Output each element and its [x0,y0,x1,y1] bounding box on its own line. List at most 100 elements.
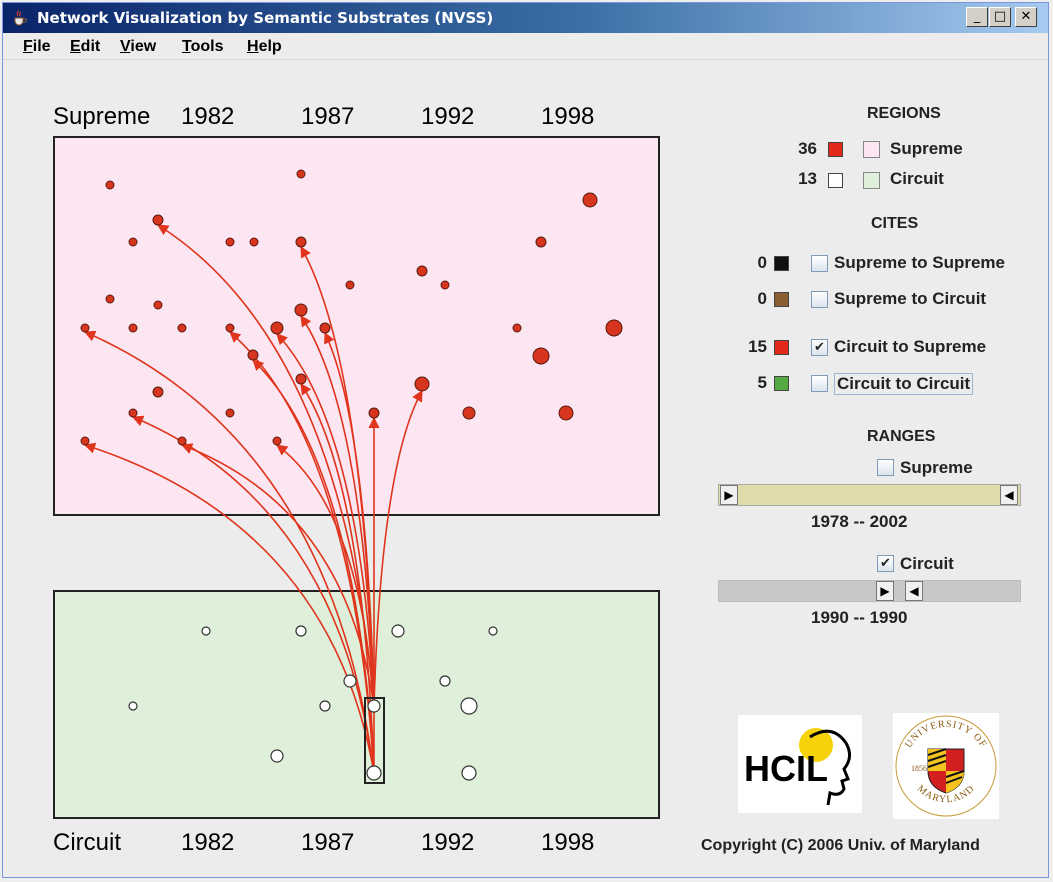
regions-heading: REGIONS [867,105,941,122]
supreme-case-node[interactable] [416,265,428,277]
supreme-case-node[interactable] [270,321,284,335]
supreme-node-color-swatch[interactable] [828,142,843,157]
close-button[interactable]: ✕ [1015,7,1037,27]
circuit-case-node[interactable] [488,626,498,636]
supreme-case-node[interactable] [225,237,235,247]
cites-heading: CITES [871,215,919,232]
menu-edit[interactable]: Edit [70,38,101,55]
circuit-range-checkbox[interactable]: ✔ [877,555,894,572]
cite-label[interactable]: Circuit to Circuit [834,373,974,395]
supreme-to-supreme-checkbox[interactable] [811,255,828,272]
citation-edge[interactable] [300,315,375,707]
supreme-case-node[interactable] [80,323,90,333]
citation-edge[interactable] [373,390,423,707]
supreme-to-circuit-checkbox[interactable] [811,291,828,308]
cite-color-swatch[interactable] [774,376,789,391]
circuit-case-node[interactable] [366,765,382,781]
supreme-case-node[interactable] [225,408,235,418]
region-name: Circuit [890,169,944,188]
minimize-button[interactable]: _ [966,7,988,27]
supreme-range-text: 1978 -- 2002 [811,512,908,531]
cite-label[interactable]: Circuit to Supreme [834,337,987,356]
supreme-case-node[interactable] [272,436,282,446]
circuit-range-slider[interactable] [718,580,1021,602]
circuit-range-max-handle[interactable]: ◀ [905,581,923,601]
supreme-case-node[interactable] [512,323,522,333]
supreme-case-node[interactable] [152,214,164,226]
citation-edge[interactable] [300,246,375,707]
circuit-year-tick: 1982 [181,829,235,856]
supreme-range-min-handle[interactable]: ▶ [720,485,738,505]
circuit-range-min-handle[interactable]: ▶ [876,581,894,601]
menu-help[interactable]: Help [247,38,282,55]
supreme-case-node[interactable] [295,373,307,385]
supreme-region-color-swatch[interactable] [863,141,880,158]
circuit-case-node[interactable] [128,701,138,711]
cite-color-swatch[interactable] [774,340,789,355]
supreme-case-node[interactable] [105,180,115,190]
supreme-case-node[interactable] [440,280,450,290]
supreme-case-node[interactable] [414,376,430,392]
circuit-case-node[interactable] [461,765,477,781]
supreme-case-node[interactable] [462,406,476,420]
supreme-case-node[interactable] [368,407,380,419]
citation-edge[interactable] [252,359,375,774]
supreme-case-node[interactable] [535,236,547,248]
supreme-case-node[interactable] [249,237,259,247]
menu-tools[interactable]: Tools [182,38,224,55]
circuit-case-node[interactable] [270,749,284,763]
circuit-node-color-swatch[interactable] [828,173,843,188]
circuit-case-node[interactable] [460,697,478,715]
supreme-case-node[interactable] [294,303,308,317]
supreme-case-node[interactable] [177,436,187,446]
cite-label[interactable]: Supreme to Supreme [834,253,1005,272]
circuit-to-supreme-checkbox[interactable]: ✔ [811,339,828,356]
circuit-case-node[interactable] [391,624,405,638]
supreme-case-node[interactable] [128,408,138,418]
citation-edge[interactable] [180,443,375,707]
supreme-range-checkbox[interactable] [877,459,894,476]
supreme-case-node[interactable] [152,386,164,398]
supreme-case-node[interactable] [319,322,331,334]
supreme-case-node[interactable] [153,300,163,310]
maximize-button[interactable]: □ [989,7,1011,27]
supreme-case-node[interactable] [295,236,307,248]
supreme-case-node[interactable] [105,294,115,304]
supreme-case-node[interactable] [247,349,259,361]
supreme-case-node[interactable] [558,405,574,421]
supreme-case-node[interactable] [296,169,306,179]
circuit-case-node[interactable] [439,675,451,687]
citation-edge[interactable] [276,333,375,707]
supreme-case-node[interactable] [128,323,138,333]
supreme-case-node[interactable] [345,280,355,290]
supreme-case-node[interactable] [582,192,598,208]
circuit-case-node[interactable] [201,626,211,636]
citation-edge[interactable] [324,331,375,707]
supreme-case-node[interactable] [225,323,235,333]
circuit-case-node[interactable] [295,625,307,637]
network-visualization[interactable] [3,3,663,878]
citation-edge[interactable] [276,444,375,707]
cite-color-swatch[interactable] [774,256,789,271]
cite-color-swatch[interactable] [774,292,789,307]
title-bar[interactable]: Network Visualization by Semantic Substr… [3,3,1048,33]
circuit-case-node[interactable] [367,699,381,713]
supreme-case-node[interactable] [605,319,623,337]
cite-label[interactable]: Supreme to Circuit [834,289,987,308]
menu-view[interactable]: View [120,38,157,55]
citation-edge[interactable] [83,330,375,774]
selection-box[interactable] [364,697,385,784]
supreme-case-node[interactable] [128,237,138,247]
supreme-range-max-handle[interactable]: ◀ [1000,485,1018,505]
circuit-to-circuit-checkbox[interactable] [811,375,828,392]
supreme-case-node[interactable] [532,347,550,365]
menu-file[interactable]: File [23,38,51,55]
supreme-region[interactable] [53,136,660,516]
circuit-case-node[interactable] [319,700,331,712]
supreme-range-slider[interactable] [718,484,1021,506]
supreme-case-node[interactable] [80,436,90,446]
supreme-case-node[interactable] [177,323,187,333]
circuit-case-node[interactable] [343,674,357,688]
circuit-region-color-swatch[interactable] [863,172,880,189]
citation-edge[interactable] [83,442,375,774]
